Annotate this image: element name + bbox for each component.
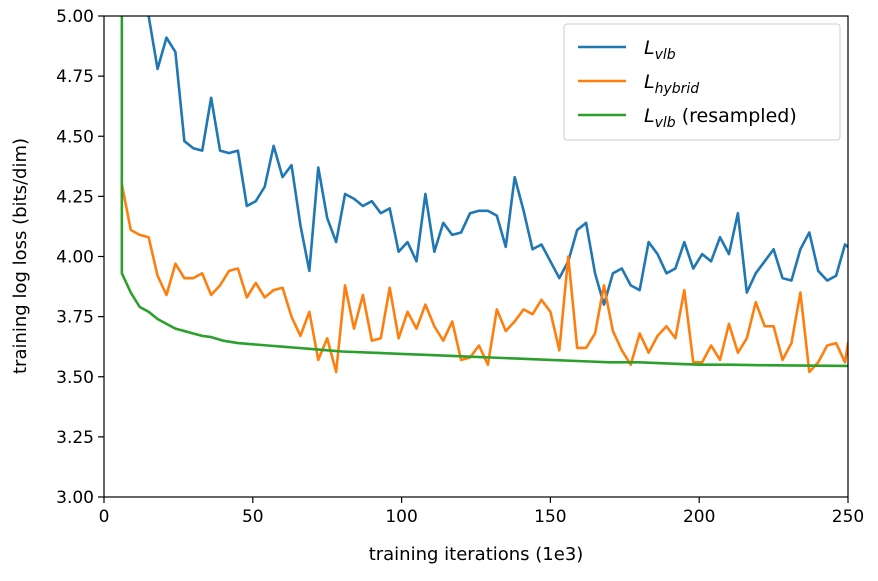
y-tick-label: 3.75 xyxy=(56,308,94,328)
series-layer xyxy=(120,16,848,374)
y-tick-label: 3.50 xyxy=(56,368,94,388)
x-tick-label: 50 xyxy=(242,507,264,527)
y-tick-label: 4.75 xyxy=(56,67,94,87)
y-tick-label: 4.25 xyxy=(56,187,94,207)
x-tick-label: 150 xyxy=(534,507,566,527)
x-tick-label: 100 xyxy=(385,507,417,527)
y-tick-label: 3.25 xyxy=(56,428,94,448)
y-tick-label: 4.50 xyxy=(56,127,94,147)
series-line-1 xyxy=(147,16,848,306)
y-axis-label: training log loss (bits/dim) xyxy=(10,138,31,374)
x-axis-label: training iterations (1e3) xyxy=(369,544,584,565)
x-axis-ticks: 0 50 100 150 200 250 xyxy=(99,497,864,527)
x-tick-label: 200 xyxy=(683,507,715,527)
legend: Lvlb Lhybrid Lvlb (resampled) xyxy=(563,23,841,141)
y-tick-label: 4.00 xyxy=(56,248,94,268)
y-axis-ticks: 3.00 3.25 3.50 3.75 4.00 4.25 4.50 4.75 5.00 xyxy=(56,7,104,508)
y-tick-label: 3.00 xyxy=(56,488,94,508)
y-tick-label: 5.00 xyxy=(56,7,94,27)
legend-entry-3: Lvlb (resampled) xyxy=(644,105,797,131)
x-tick-label: 0 xyxy=(99,507,110,527)
series-line-2 xyxy=(120,182,848,374)
legend-box xyxy=(563,23,841,141)
series-line-3 xyxy=(120,16,848,368)
x-tick-label: 250 xyxy=(832,507,864,527)
legend-entry-1: Lvlb xyxy=(644,37,676,63)
legend-entry-2: Lhybrid xyxy=(644,71,699,97)
